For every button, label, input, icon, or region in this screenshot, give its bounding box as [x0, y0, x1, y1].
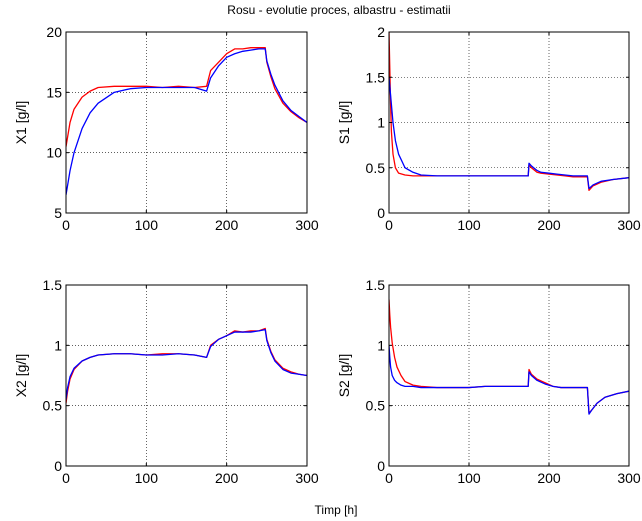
x-tick-label-x2: 0: [62, 470, 70, 486]
x-tick-label-x1: 200: [215, 217, 239, 233]
x-tick-label-s2: 0: [385, 470, 393, 486]
y-tick-label-s2: 1.5: [366, 277, 386, 293]
x-tick-label-x1: 300: [295, 217, 319, 233]
x-tick-label-s1: 200: [537, 217, 561, 233]
y-tick-label-x2: 1: [54, 337, 62, 353]
y-tick-label-x2: 1.5: [43, 277, 63, 293]
y-tick-label-x2: 0.5: [43, 398, 63, 414]
y-axis-label-x1: X1 [g/l]: [13, 101, 29, 145]
y-tick-label-x1: 5: [54, 205, 62, 221]
y-axis-label-x2: X2 [g/l]: [13, 354, 29, 398]
figure-title: Rosu - evolutie proces, albastru - estim…: [227, 3, 450, 17]
axes-frame-x2: [65, 284, 308, 467]
common-x-axis-label: Timp [h]: [315, 503, 358, 517]
y-tick-label-x1: 15: [46, 84, 62, 100]
y-axis-label-s1: S1 [g/l]: [336, 101, 352, 145]
y-tick-label-s2: 1: [377, 337, 385, 353]
y-tick-label-s1: 0.5: [366, 160, 386, 176]
x-tick-label-s1: 100: [457, 217, 481, 233]
panel-x1: 0 100 200 300 5 10 15 20 X1 [g/l]: [13, 24, 319, 233]
y-tick-label-s1: 2: [377, 24, 385, 40]
estimate-line-x2: [66, 328, 307, 400]
y-tick-label-s1: 0: [377, 205, 385, 221]
estimate-line-x1: [66, 48, 307, 196]
x-tick-label-s2: 300: [617, 470, 641, 486]
panel-s2: 0 100 200 300 0 0.5 1 1.5 S2 [g/l]: [336, 277, 641, 486]
y-tick-label-x2: 0: [54, 458, 62, 474]
x-tick-label-x2: 300: [295, 470, 319, 486]
x-tick-label-x2: 100: [135, 470, 159, 486]
axes-frame-s2: [388, 284, 630, 467]
y-tick-label-s2: 0: [377, 458, 385, 474]
y-tick-label-s1: 1.5: [366, 69, 386, 85]
process-line-x1: [66, 47, 307, 147]
x-tick-label-x1: 0: [62, 217, 70, 233]
y-tick-label-s1: 1: [377, 115, 385, 131]
y-tick-label-x1: 20: [46, 24, 62, 40]
y-tick-label-x1: 10: [46, 145, 62, 161]
estimate-line-s1: [389, 77, 629, 190]
x-tick-label-s2: 100: [457, 470, 481, 486]
x-tick-label-s1: 300: [617, 217, 641, 233]
x-tick-label-x2: 200: [215, 470, 239, 486]
plot-area-x2: [66, 285, 307, 466]
y-axis-label-s2: S2 [g/l]: [336, 354, 352, 398]
plot-area-s2: [389, 285, 629, 466]
x-tick-label-s1: 0: [385, 217, 393, 233]
estimate-line-s2: [389, 345, 629, 415]
axes-frame-x1: [65, 31, 308, 214]
panel-s1: 0 100 200 300 0 0.5 1 1.5 2 S1 [g/l]: [336, 24, 641, 233]
panel-x2: 0 100 200 300 0 0.5 1 1.5 X2 [g/l]: [13, 277, 319, 486]
y-tick-label-s2: 0.5: [366, 398, 386, 414]
x-tick-label-s2: 200: [537, 470, 561, 486]
plot-area-x1: [66, 32, 307, 213]
x-tick-label-x1: 100: [135, 217, 159, 233]
